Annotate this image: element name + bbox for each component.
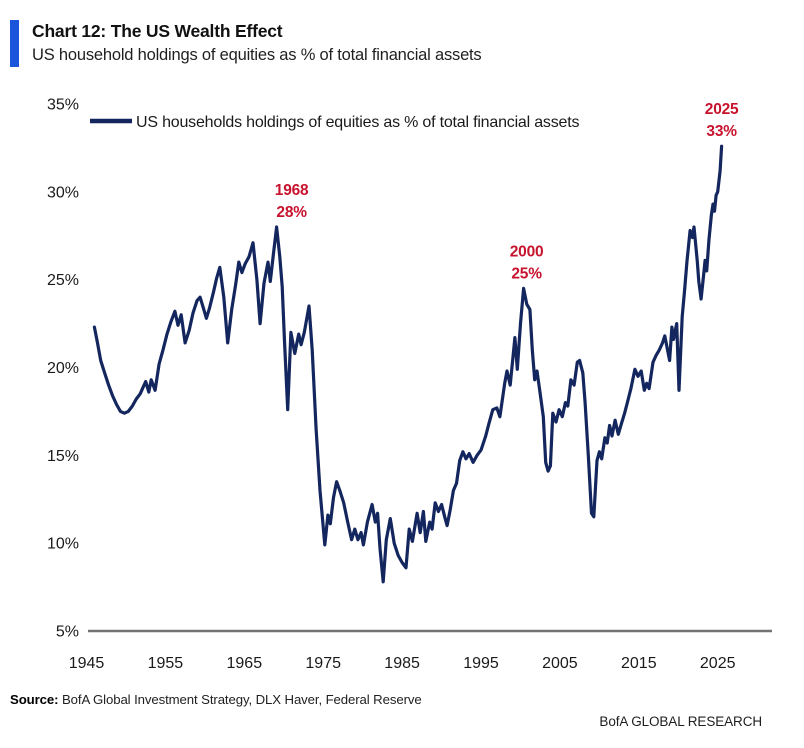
x-tick-label: 1945 — [69, 655, 105, 672]
y-tick-label: 15% — [47, 448, 79, 465]
chart-title: Chart 12: The US Wealth Effect — [32, 21, 283, 41]
annotation-value: 28% — [276, 204, 307, 221]
equity-share-line — [92, 144, 724, 584]
x-tick-label: 1955 — [148, 655, 184, 672]
annotation-value: 33% — [706, 123, 737, 140]
x-tick-label: 1975 — [305, 655, 341, 672]
legend-label: US households holdings of equities as % … — [136, 114, 579, 131]
annotation-year: 2000 — [510, 243, 544, 260]
annotation-2000: 2000 25% — [510, 243, 544, 282]
x-tick-label: 2025 — [700, 655, 736, 672]
y-tick-label: 20% — [47, 360, 79, 377]
source-note: Source: BofA Global Investment Strategy,… — [10, 692, 422, 707]
legend: US households holdings of equities as % … — [90, 114, 580, 131]
bofa-global-research-label: BofA GLOBAL RESEARCH — [599, 714, 762, 729]
accent-bar — [10, 20, 19, 67]
x-tick-label: 1995 — [463, 655, 499, 672]
y-tick-label: 35% — [47, 96, 79, 113]
annotation-1968: 1968 28% — [275, 182, 309, 221]
source-label: Source: — [10, 692, 59, 707]
x-axis-tick-labels: 1945 1955 1965 1975 1985 1995 2005 2015 2025 — [69, 655, 736, 672]
y-tick-label: 30% — [47, 184, 79, 201]
x-tick-label: 2015 — [621, 655, 657, 672]
x-tick-label: 1965 — [227, 655, 263, 672]
equity-share-polyline — [92, 144, 724, 584]
y-tick-label: 5% — [56, 624, 79, 641]
y-axis-tick-labels: 35% 30% 25% 20% 15% 10% 5% — [47, 96, 79, 640]
annotation-year: 1968 — [275, 182, 309, 199]
y-tick-label: 10% — [47, 536, 79, 553]
x-tick-label: 2005 — [542, 655, 578, 672]
peak-annotations: 1968 28% 2000 25% 2025 33% — [275, 101, 739, 282]
annotation-year: 2025 — [705, 101, 739, 118]
y-tick-label: 25% — [47, 272, 79, 289]
chart-subtitle: US household holdings of equities as % o… — [32, 46, 482, 64]
annotation-value: 25% — [511, 265, 542, 282]
annotation-2025: 2025 33% — [705, 101, 739, 140]
source-text: BofA Global Investment Strategy, DLX Hav… — [58, 692, 422, 707]
x-tick-label: 1985 — [384, 655, 420, 672]
